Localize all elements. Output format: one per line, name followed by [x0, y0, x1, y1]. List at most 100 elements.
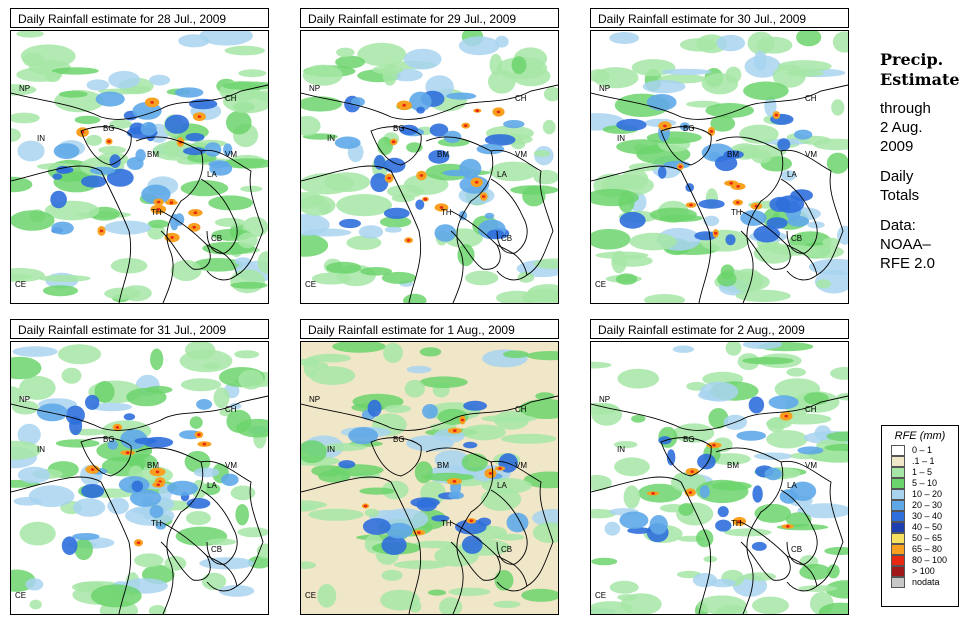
rain-area: [526, 351, 558, 361]
rain-area: [149, 74, 171, 86]
country-label: NP: [599, 84, 610, 93]
legend-swatch: [891, 522, 905, 533]
rain-core: [99, 229, 104, 233]
rain-area: [511, 56, 527, 74]
rain-area: [53, 143, 80, 159]
rain-area: [743, 81, 789, 101]
rain-core: [193, 211, 198, 215]
legend-label: 1 – 5: [912, 467, 933, 477]
rain-area: [185, 132, 205, 142]
rain-area: [616, 118, 647, 131]
rain-area: [240, 185, 263, 193]
rain-area: [358, 225, 384, 239]
country-border: [425, 136, 494, 303]
rain-area: [229, 402, 242, 410]
rain-area: [52, 173, 63, 180]
rain-core: [678, 165, 683, 169]
rain-area: [309, 366, 356, 385]
rain-area: [61, 536, 78, 555]
country-border: [740, 210, 791, 270]
rain-area: [224, 45, 265, 56]
rain-area: [36, 403, 68, 422]
rain-area: [785, 512, 812, 528]
country-border: [200, 460, 264, 587]
country-label: CB: [501, 545, 512, 554]
rain-area: [196, 399, 213, 410]
rain-area: [753, 242, 794, 264]
rain-area: [148, 605, 167, 614]
country-label: CH: [515, 405, 527, 414]
country-border: [490, 149, 554, 276]
country-border: [450, 210, 501, 270]
rain-area: [699, 485, 710, 499]
rain-area: [428, 589, 446, 596]
rain-area: [703, 215, 720, 227]
rain-area: [462, 424, 506, 441]
rain-area: [234, 257, 252, 266]
rain-area: [797, 446, 824, 455]
rain-area: [336, 47, 355, 58]
rain-area: [201, 572, 227, 590]
legend-swatch: [891, 577, 905, 588]
rain-core: [469, 519, 474, 523]
rain-area: [11, 356, 42, 380]
map-panel-5: Daily Rainfall estimate for 2 Aug., 2009…: [587, 319, 852, 617]
rain-area: [155, 523, 166, 530]
country-label: IN: [617, 445, 625, 454]
rain-area: [764, 96, 777, 117]
rain-area: [180, 378, 222, 392]
rain-area: [223, 143, 233, 156]
rain-area: [178, 34, 210, 48]
rain-area: [186, 498, 211, 509]
rain-area: [184, 342, 216, 360]
rain-area: [44, 71, 61, 83]
rain-area: [208, 195, 254, 211]
rain-area: [25, 578, 44, 591]
rain-area: [609, 580, 639, 594]
legend-item: 50 – 65: [882, 533, 958, 544]
country-border: [490, 489, 528, 565]
rain-core: [488, 472, 493, 475]
rain-core: [784, 414, 788, 418]
country-label: TH: [731, 208, 742, 217]
rain-area: [104, 287, 141, 300]
rain-core: [156, 200, 161, 204]
rain-core: [736, 185, 740, 188]
rain-area: [777, 60, 832, 73]
rain-area: [717, 506, 729, 518]
rain-core: [402, 103, 406, 107]
country-border: [591, 476, 712, 614]
legend-label: 0 – 1: [912, 445, 933, 455]
rain-area: [346, 235, 382, 250]
rain-area: [462, 535, 483, 554]
country-label: BM: [727, 150, 739, 159]
rain-area: [364, 508, 380, 517]
country-label: CH: [225, 94, 237, 103]
rain-core: [169, 201, 174, 205]
country-label: IN: [327, 445, 335, 454]
panel-title: Daily Rainfall estimate for 30 Jul., 200…: [590, 8, 849, 28]
caption-title-line2: Estimate: [880, 70, 960, 89]
country-border: [200, 178, 238, 254]
rain-area: [302, 64, 343, 86]
rain-area: [11, 176, 33, 193]
rain-area: [754, 503, 792, 523]
country-border: [80, 437, 132, 477]
rain-area: [57, 344, 102, 365]
rain-area: [204, 142, 222, 157]
rain-core: [709, 130, 714, 133]
country-label: CE: [15, 280, 26, 289]
country-border: [370, 437, 422, 477]
country-border: [450, 521, 501, 581]
country-label: NP: [19, 395, 30, 404]
rain-area: [725, 234, 736, 246]
caption-date-line1: 2 Aug.: [880, 119, 923, 136]
rain-area: [85, 134, 103, 146]
country-label: BM: [727, 461, 739, 470]
rain-area: [98, 145, 126, 155]
rain-area: [766, 417, 786, 433]
country-border: [660, 126, 712, 166]
rain-area: [109, 119, 132, 129]
rain-area: [533, 169, 558, 185]
